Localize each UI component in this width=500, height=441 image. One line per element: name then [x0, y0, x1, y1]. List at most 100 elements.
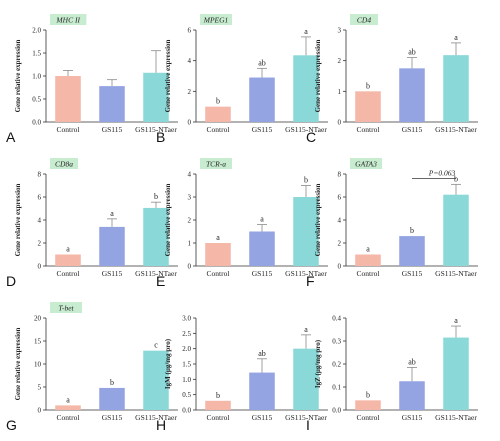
- y-axis-label: IgZ (μg/mg pro): [314, 339, 322, 388]
- y-tick-label: 4: [188, 171, 192, 179]
- chart-title-box: [50, 14, 87, 25]
- bar-control: [205, 400, 231, 410]
- bar-control: [355, 91, 381, 122]
- y-tick-label: 5: [38, 384, 42, 392]
- panel-letter: D: [6, 273, 16, 289]
- y-axis-label: Gene relative expression: [314, 39, 322, 112]
- y-tick-label: 0.0: [32, 119, 41, 127]
- y-tick-label: 0: [188, 119, 192, 127]
- x-tick-label: GS115: [402, 125, 423, 134]
- x-tick-label: GS115-NTaer: [135, 269, 177, 278]
- y-tick-label: 2: [188, 217, 192, 225]
- chart-title: GATA3: [355, 160, 377, 169]
- chart-title-box: [50, 158, 78, 169]
- y-tick-label: 1: [338, 88, 342, 96]
- y-tick-label: 2.0: [32, 27, 41, 35]
- y-tick-label: 1: [188, 240, 192, 248]
- chart-panel-b: MPEG1 Gene relative expression 0 2 4 6 b Contro…: [156, 14, 328, 145]
- chart-title-box: [50, 302, 82, 313]
- x-tick-label: Control: [57, 413, 80, 422]
- y-tick-label: 0: [188, 263, 192, 271]
- significance-label: a: [66, 245, 70, 254]
- significance-label: b: [110, 378, 114, 387]
- chart-title-box: [200, 14, 232, 25]
- panel-letter: C: [306, 129, 316, 145]
- y-tick-label: 20: [34, 315, 42, 323]
- x-tick-label: GS115: [102, 269, 123, 278]
- panel-letter: A: [6, 129, 16, 145]
- panel-letter: F: [306, 273, 315, 289]
- bar-control: [55, 76, 81, 122]
- panel-letter: G: [6, 417, 17, 433]
- bar-gs115-ntaer: [143, 207, 169, 266]
- x-tick-label: GS115-NTaer: [435, 413, 477, 422]
- significance-label: b: [154, 192, 158, 201]
- significance-label: a: [66, 395, 70, 404]
- significance-label: b: [366, 390, 370, 399]
- x-tick-label: GS115: [102, 413, 123, 422]
- bar-gs115-ntaer: [143, 350, 169, 410]
- y-tick-label: 6: [38, 194, 42, 202]
- panel-letter: H: [156, 417, 166, 433]
- x-tick-label: GS115-NTaer: [435, 269, 477, 278]
- bar-gs115-ntaer: [443, 194, 469, 266]
- significance-label: a: [366, 245, 370, 254]
- y-tick-label: 8: [38, 171, 42, 179]
- significance-label: b: [366, 81, 370, 90]
- y-tick-label: 4: [38, 217, 42, 225]
- x-tick-label: GS115: [402, 413, 423, 422]
- chart-panel-g: T-bet Gene relative expression 0 5 10 15 20 a Co…: [6, 302, 178, 433]
- y-axis-label: Gene relative expression: [14, 39, 22, 112]
- y-tick-label: 1.5: [182, 361, 191, 369]
- y-tick-label: 6: [338, 194, 342, 202]
- significance-label: c: [154, 341, 158, 350]
- y-axis-label: Gene relative expression: [14, 327, 22, 400]
- significance-label: a: [304, 325, 308, 334]
- y-axis-label: Gene relative expression: [164, 39, 172, 112]
- x-tick-label: GS115-NTaer: [285, 413, 327, 422]
- x-tick-label: GS115: [252, 125, 273, 134]
- y-tick-label: 3.0: [182, 315, 191, 323]
- panel-letter: E: [156, 273, 165, 289]
- bar-gs115: [99, 387, 125, 410]
- significance-label: ab: [408, 48, 416, 57]
- bar-gs115-ntaer: [293, 197, 319, 266]
- y-tick-label: 0.5: [182, 391, 191, 399]
- significance-label: a: [110, 209, 114, 218]
- bar-gs115-ntaer: [143, 72, 169, 122]
- y-tick-label: 2: [38, 240, 42, 248]
- y-tick-label: 0.3: [332, 338, 341, 346]
- x-tick-label: Control: [57, 125, 80, 134]
- x-tick-label: GS115-NTaer: [135, 125, 177, 134]
- x-tick-label: Control: [57, 269, 80, 278]
- bar-gs115-ntaer: [443, 337, 469, 410]
- y-tick-label: 0: [38, 263, 42, 271]
- chart-title: CD8a: [55, 160, 73, 169]
- significance-label: a: [454, 33, 458, 42]
- chart-panel-f: GATA3 Gene relative expression 0 2 4 6 8 a Contr…: [306, 158, 478, 289]
- y-tick-label: 15: [34, 338, 42, 346]
- x-tick-label: Control: [357, 269, 380, 278]
- chart-title: MPEG1: [203, 16, 229, 25]
- y-tick-label: 0.4: [332, 315, 341, 323]
- bar-gs115: [399, 236, 425, 266]
- bar-control: [355, 254, 381, 266]
- bar-gs115: [249, 372, 275, 410]
- significance-label: ab: [408, 357, 416, 366]
- chart-title: MHC II: [55, 16, 80, 25]
- y-tick-label: 8: [338, 171, 342, 179]
- bar-control: [355, 400, 381, 410]
- y-tick-label: 2.5: [182, 330, 191, 338]
- significance-label: ab: [258, 58, 266, 67]
- bar-control: [55, 405, 81, 410]
- bar-gs115: [249, 77, 275, 122]
- chart-panel-c: CD4 Gene relative expression 0 1 2 3 b Control a…: [306, 14, 478, 145]
- x-tick-label: GS115-NTaer: [285, 269, 327, 278]
- y-axis-label: Gene relative expression: [314, 183, 322, 256]
- chart-title-box: [200, 158, 232, 169]
- y-tick-label: 4: [188, 57, 192, 65]
- bar-gs115: [99, 86, 125, 122]
- bar-control: [55, 254, 81, 266]
- y-tick-label: 0: [338, 263, 342, 271]
- chart-panel-e: TCR-a Gene relative expression 0 1 2 3 4 a Contr…: [156, 158, 328, 289]
